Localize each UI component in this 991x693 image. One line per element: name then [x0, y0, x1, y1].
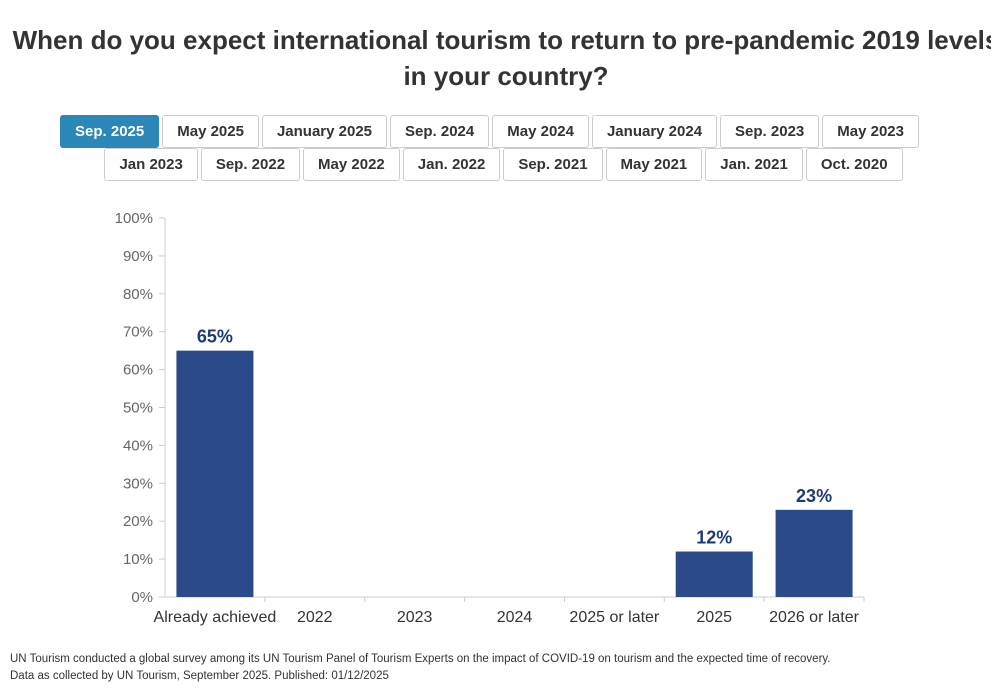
- tab-may-2022[interactable]: May 2022: [303, 148, 400, 181]
- y-tick-label: 0%: [131, 589, 153, 606]
- y-tick-label: 90%: [123, 248, 153, 265]
- tab-may-2021[interactable]: May 2021: [605, 148, 703, 181]
- tab-sep-2021[interactable]: Sep. 2021: [503, 148, 603, 181]
- tab-jan-2021[interactable]: Jan. 2021: [705, 148, 803, 181]
- tab-may-2024[interactable]: May 2024: [492, 115, 589, 148]
- footer-note: UN Tourism conducted a global survey amo…: [10, 653, 831, 665]
- tab-january-2024[interactable]: January 2024: [591, 115, 718, 148]
- x-tick-label: 2025 or later: [569, 609, 660, 626]
- x-tick-label: 2026 or later: [769, 609, 860, 626]
- y-tick-label: 50%: [123, 400, 153, 417]
- tab-jan-2023[interactable]: Jan 2023: [104, 148, 198, 181]
- x-tick-label: 2023: [397, 609, 433, 626]
- y-tick-label: 40%: [123, 437, 153, 454]
- bar-data-label: 12%: [696, 528, 732, 548]
- tab-jan-2022[interactable]: Jan. 2022: [402, 148, 501, 181]
- chart-title-line-2: in your country?: [403, 61, 609, 91]
- bar-data-label: 65%: [197, 327, 233, 347]
- x-tick-label: Already achieved: [154, 609, 277, 626]
- tab-sep-2022[interactable]: Sep. 2022: [200, 148, 301, 181]
- y-tick-label: 60%: [123, 362, 153, 379]
- bar-data-label: 23%: [796, 486, 832, 506]
- period-tabs-row-2: Jan 2023 Sep. 2022 May 2022 Jan. 2022 Se…: [8, 148, 991, 181]
- y-tick-label: 100%: [115, 210, 153, 227]
- tab-sep-2025[interactable]: Sep. 2025: [60, 115, 160, 148]
- bar-chart: 0% 10% 20% 30% 40% 50% 60% 70% 80% 90% 100% 65% Alre…: [115, 210, 865, 626]
- bar[interactable]: [675, 551, 753, 597]
- y-tick-label: 30%: [123, 475, 153, 492]
- period-tabs-row-1: Sep. 2025 May 2025 January 2025 Sep. 202…: [0, 115, 985, 148]
- y-tick-label: 20%: [123, 513, 153, 530]
- bar[interactable]: [176, 350, 254, 597]
- tab-may-2025[interactable]: May 2025: [162, 115, 259, 148]
- tab-oct-2020[interactable]: Oct. 2020: [805, 148, 903, 181]
- chart-title: When do you expect international tourism…: [0, 22, 991, 94]
- footer-source: Data as collected by UN Tourism, Septemb…: [10, 670, 389, 682]
- tab-may-2023[interactable]: May 2023: [822, 115, 919, 148]
- bar[interactable]: [775, 509, 853, 597]
- tab-sep-2023[interactable]: Sep. 2023: [720, 115, 820, 148]
- chart-title-line-1: When do you expect international tourism…: [12, 25, 991, 55]
- y-tick-label: 10%: [123, 551, 153, 568]
- tab-sep-2024[interactable]: Sep. 2024: [390, 115, 490, 148]
- x-tick-label: 2024: [497, 609, 533, 626]
- tab-january-2025[interactable]: January 2025: [261, 115, 388, 148]
- y-tick-label: 70%: [123, 324, 153, 341]
- y-tick-label: 80%: [123, 286, 153, 303]
- x-tick-label: 2025: [696, 609, 732, 626]
- chart-footer: UN Tourism conducted a global survey amo…: [10, 651, 831, 685]
- x-tick-label: 2022: [297, 609, 333, 626]
